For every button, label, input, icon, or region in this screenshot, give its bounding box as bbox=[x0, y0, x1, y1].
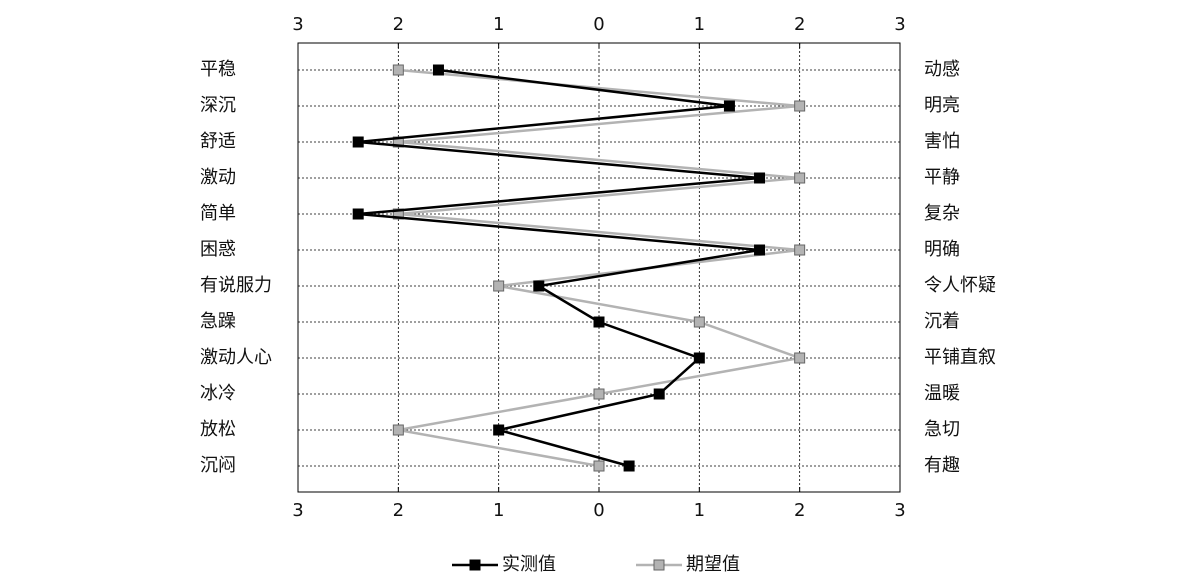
data-point bbox=[794, 244, 806, 256]
left-label: 深沉 bbox=[200, 95, 236, 116]
data-point bbox=[533, 280, 545, 292]
data-point bbox=[794, 100, 806, 112]
right-label: 明亮 bbox=[924, 95, 960, 116]
data-point bbox=[593, 316, 605, 328]
data-point bbox=[493, 280, 505, 292]
x-tick-label: 3 bbox=[292, 500, 303, 521]
left-label: 冰冷 bbox=[200, 383, 236, 404]
left-label: 困惑 bbox=[200, 239, 236, 260]
left-label: 沉闷 bbox=[200, 455, 236, 476]
data-point bbox=[352, 208, 364, 220]
left-label: 舒适 bbox=[200, 131, 236, 152]
x-tick-label: 1 bbox=[493, 500, 504, 521]
series-line bbox=[358, 68, 760, 468]
left-label: 放松 bbox=[200, 419, 236, 440]
data-point bbox=[593, 460, 605, 472]
data-point bbox=[593, 388, 605, 400]
legend-label: 实测值 bbox=[502, 554, 556, 575]
right-label: 平铺直叙 bbox=[924, 347, 996, 368]
x-tick-label: 2 bbox=[393, 14, 404, 35]
data-point bbox=[432, 64, 444, 76]
data-point bbox=[493, 424, 505, 436]
x-tick-label: 3 bbox=[292, 14, 303, 35]
x-tick-label: 2 bbox=[393, 500, 404, 521]
x-tick-label: 3 bbox=[894, 500, 905, 521]
data-point bbox=[754, 172, 766, 184]
right-label: 沉着 bbox=[924, 311, 960, 332]
right-label: 急切 bbox=[924, 419, 960, 440]
right-label: 温暖 bbox=[924, 383, 960, 404]
right-label: 明确 bbox=[924, 239, 960, 260]
data-point bbox=[794, 352, 806, 364]
x-tick-label: 2 bbox=[794, 500, 805, 521]
left-label: 急躁 bbox=[200, 311, 236, 332]
right-label: 有趣 bbox=[924, 455, 960, 476]
data-point bbox=[794, 172, 806, 184]
x-tick-label: 2 bbox=[794, 14, 805, 35]
data-point bbox=[653, 388, 665, 400]
x-tick-label: 1 bbox=[694, 14, 705, 35]
data-point bbox=[392, 208, 404, 220]
right-label: 平静 bbox=[924, 167, 960, 188]
legend-marker bbox=[469, 559, 481, 571]
data-point bbox=[754, 244, 766, 256]
left-label: 激动 bbox=[200, 167, 236, 188]
left-label: 简单 bbox=[200, 203, 236, 224]
left-label: 有说服力 bbox=[200, 275, 272, 296]
x-tick-label: 3 bbox=[894, 14, 905, 35]
legend-label: 期望值 bbox=[686, 554, 740, 575]
data-point bbox=[693, 316, 705, 328]
data-point bbox=[693, 352, 705, 364]
data-point bbox=[623, 460, 635, 472]
right-label: 害怕 bbox=[924, 131, 960, 152]
x-tick-label: 0 bbox=[593, 14, 604, 35]
right-label: 复杂 bbox=[924, 203, 960, 224]
x-tick-label: 0 bbox=[593, 500, 604, 521]
data-point bbox=[392, 424, 404, 436]
right-label: 令人怀疑 bbox=[924, 275, 996, 296]
left-label: 激动人心 bbox=[200, 347, 272, 368]
right-label: 动感 bbox=[924, 59, 960, 80]
data-point bbox=[352, 136, 364, 148]
left-label: 平稳 bbox=[200, 59, 236, 80]
x-tick-label: 1 bbox=[694, 500, 705, 521]
data-point bbox=[392, 64, 404, 76]
data-point bbox=[723, 100, 735, 112]
legend-marker bbox=[653, 559, 665, 571]
x-tick-label: 1 bbox=[493, 14, 504, 35]
